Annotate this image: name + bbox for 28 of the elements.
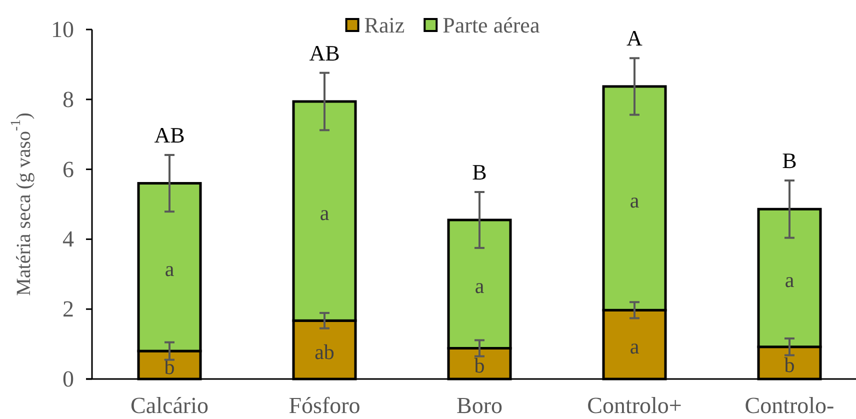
annotation: A bbox=[626, 26, 643, 51]
data-label: b bbox=[164, 355, 175, 380]
annotation: AB bbox=[154, 122, 185, 148]
data-label: b bbox=[784, 352, 795, 377]
annotation: B bbox=[472, 160, 487, 185]
data-label: a bbox=[630, 188, 640, 212]
data-label: a bbox=[474, 274, 485, 298]
y-tick-label: 6 bbox=[62, 156, 74, 182]
data-label: a bbox=[630, 334, 640, 359]
x-tick-label: Calcário bbox=[130, 393, 208, 418]
x-tick-label: Boro bbox=[456, 393, 502, 418]
data-label: a bbox=[320, 201, 330, 226]
data-label: a bbox=[164, 257, 175, 282]
y-tick-label: 0 bbox=[62, 366, 74, 392]
y-tick-label: 8 bbox=[62, 86, 74, 112]
annotation: AB bbox=[309, 40, 340, 66]
legend-label: Raiz bbox=[364, 12, 405, 38]
annotation: B bbox=[782, 148, 797, 173]
x-tick-label: Controlo+ bbox=[587, 393, 682, 418]
y-tick-label: 4 bbox=[62, 226, 74, 252]
data-label: a bbox=[784, 268, 795, 292]
x-tick-label: Controlo- bbox=[744, 393, 834, 418]
x-tick-label: Fósforo bbox=[288, 393, 360, 418]
data-label: ab bbox=[314, 340, 334, 364]
legend-label: Parte aérea bbox=[442, 12, 540, 38]
y-tick-label: 10 bbox=[51, 17, 74, 42]
y-tick-label: 2 bbox=[62, 296, 74, 322]
data-label: b bbox=[474, 354, 485, 378]
